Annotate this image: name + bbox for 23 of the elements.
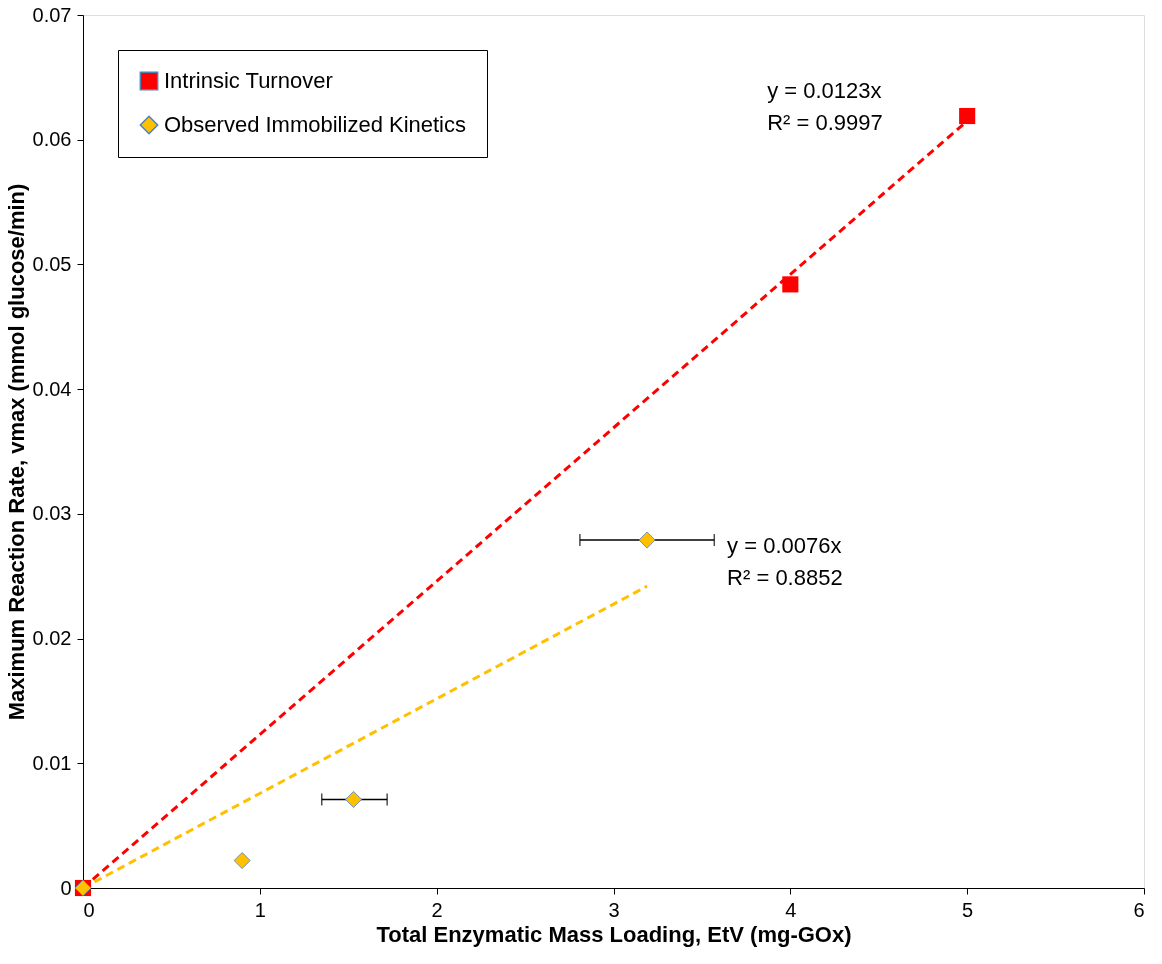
annotation: y = 0.0123x (767, 78, 882, 104)
y-tick-label: 0.01 (32, 751, 72, 774)
y-tick-label: 0.07 (32, 3, 72, 26)
legend-label: Observed Immobilized Kinetics (164, 112, 467, 137)
y-tick-label: 0 (60, 876, 72, 899)
y-tick-label: 0.03 (32, 502, 72, 525)
x-axis-title: Total Enzymatic Mass Loading, EtV (mg-GOx) (376, 921, 852, 947)
y-axis-title: Maximum Reaction Rate, vmax (mmol glucose/min) (3, 183, 29, 721)
x-tick-label: 3 (608, 898, 620, 921)
annotation: y = 0.0076x (727, 533, 842, 559)
x-tick-label: 1 (254, 898, 266, 921)
y-tick-label: 0.02 (32, 627, 72, 650)
x-tick-label: 4 (785, 898, 797, 921)
y-tick-label: 0.05 (32, 252, 72, 275)
x-tick-label: 6 (1133, 898, 1145, 921)
x-tick-label: 0 (83, 898, 95, 921)
x-tick-label: 5 (962, 898, 974, 921)
annotation: R² = 0.9997 (767, 110, 883, 136)
legend-label: Intrinsic Turnover (164, 68, 333, 93)
x-tick-label: 2 (431, 898, 443, 921)
y-tick-label: 0.04 (32, 377, 72, 400)
annotation: R² = 0.8852 (727, 565, 843, 591)
y-tick-label: 0.06 (32, 128, 72, 151)
